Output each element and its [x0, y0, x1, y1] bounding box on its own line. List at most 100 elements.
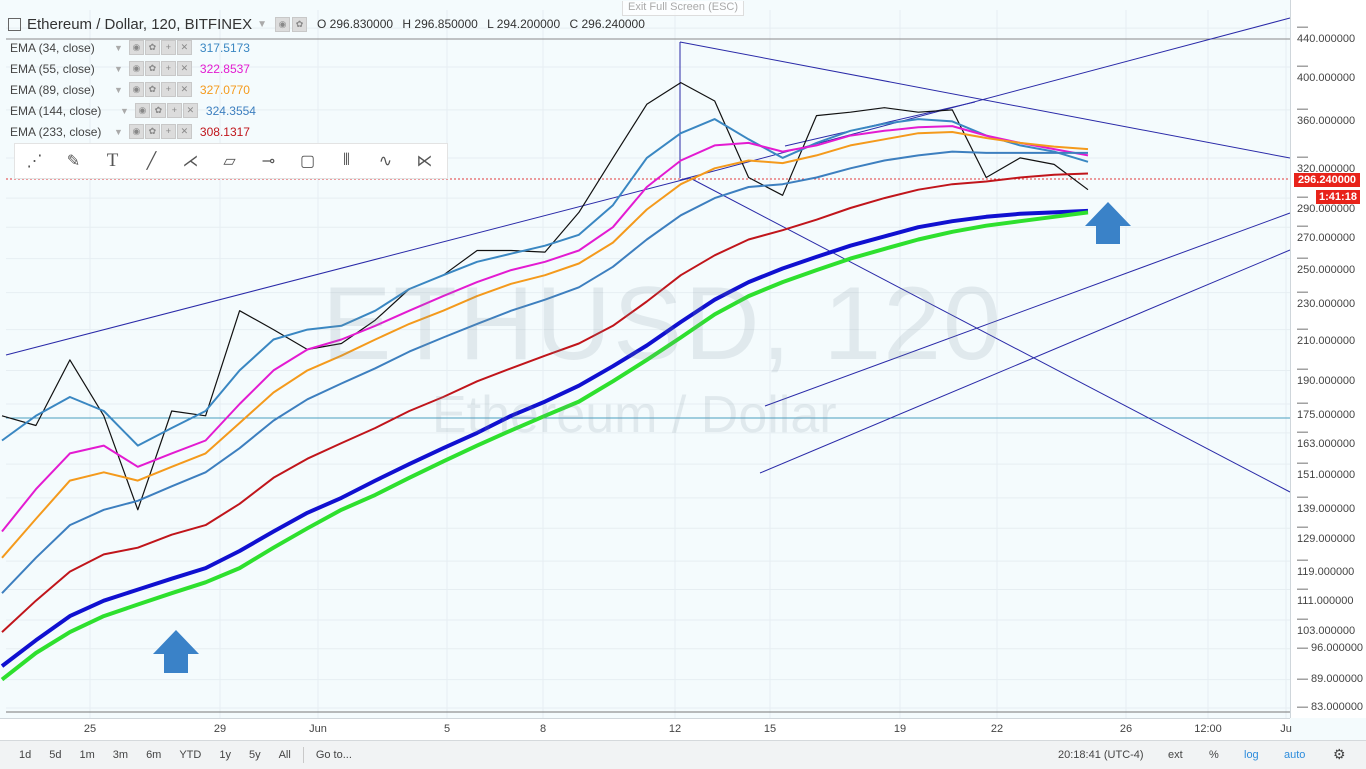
drawing-toolbar: ⋰ ✎ T ╱ ⋌ ▱ ⊸ ▢ ⫴ ∿ ⋉ [14, 143, 448, 179]
current-price-label: 296.240000 [1294, 173, 1360, 187]
rectangle-icon[interactable]: ▢ [299, 153, 316, 170]
more-icon[interactable]: + [166, 103, 182, 118]
timeframe-1m[interactable]: 1m [79, 749, 95, 761]
time-axis[interactable]: 25 29 Jun 5 8 12 15 19 22 26 12:00 Ju [0, 718, 1292, 741]
price-tick-label: — 175.000000 [1297, 396, 1356, 421]
curve-icon[interactable]: ∿ [378, 153, 393, 170]
more-icon[interactable]: + [160, 61, 176, 76]
exit-fullscreen-button[interactable]: Exit Full Screen (ESC) [622, 1, 744, 16]
indicator-value: 308.1317 [199, 124, 250, 139]
high-value: H 296.850000 [402, 17, 478, 31]
close-icon[interactable]: ✕ [176, 82, 192, 97]
indicator-row[interactable]: EMA (34, close) ▼ ◉ ✿ + ✕ 317.5173 [10, 37, 256, 58]
channel-icon[interactable]: ▱ [223, 153, 236, 170]
timeframe-all[interactable]: All [278, 749, 291, 761]
timeframe-1y[interactable]: 1y [219, 749, 231, 761]
ema-line [1, 125, 1089, 533]
price-tick-label: — 270.000000 [1297, 220, 1356, 245]
eye-icon[interactable]: ◉ [134, 103, 150, 118]
pitchfork-icon[interactable]: ⋌ [182, 153, 199, 170]
eye-icon[interactable]: ◉ [128, 82, 144, 97]
drawn-trendlines[interactable] [5, 17, 1291, 493]
watermark-name: Ethereum / Dollar [432, 386, 837, 444]
price-tick-label: — 151.000000 [1297, 457, 1356, 482]
timeframe-ytd[interactable]: YTD [179, 749, 202, 761]
settings-icon[interactable]: ✿ [144, 40, 160, 55]
bar-countdown-label: 1:41:18 [1316, 190, 1360, 204]
timeframe-6m[interactable]: 6m [146, 749, 162, 761]
auto-toggle[interactable]: auto [1284, 749, 1306, 761]
close-icon[interactable]: ✕ [176, 124, 192, 139]
trend-lines-icon[interactable]: ⋰ [26, 153, 43, 170]
indicator-row[interactable]: EMA (144, close) ▼ ◉ ✿ + ✕ 324.3554 [10, 100, 256, 121]
up-arrow-icon [1085, 202, 1131, 244]
eye-icon[interactable]: ◉ [128, 61, 144, 76]
goto-button[interactable]: Go to... [315, 749, 352, 761]
ext-toggle[interactable]: ext [1168, 749, 1183, 761]
more-icon[interactable]: + [160, 40, 176, 55]
chevron-down-icon[interactable]: ▼ [120, 105, 129, 116]
text-icon[interactable]: T [106, 150, 119, 171]
indicator-value: 324.3554 [205, 103, 256, 118]
horizontal-ray-icon[interactable]: ⊸ [261, 153, 276, 170]
annotation-arrows [153, 202, 1131, 673]
indicator-name[interactable]: EMA (233, close) [10, 124, 102, 139]
price-scale[interactable]: — 440.000000 — 400.000000 — 360.000000 — 32… [1290, 0, 1366, 718]
price-tick-label: — 190.000000 [1297, 363, 1356, 388]
price-tick-label: — 139.000000 [1297, 490, 1356, 515]
timeframe-1d[interactable]: 1d [19, 749, 32, 761]
time-tick-label: 19 [893, 723, 907, 735]
settings-icon[interactable]: ✿ [144, 82, 160, 97]
close-value: C 296.240000 [569, 17, 645, 31]
measure-icon[interactable]: ⫴ [343, 152, 350, 169]
settings-icon[interactable]: ✿ [292, 16, 307, 32]
line-icon[interactable]: ╱ [146, 153, 157, 170]
price-tick-label: — 230.000000 [1297, 285, 1356, 310]
indicator-row[interactable]: EMA (55, close) ▼ ◉ ✿ + ✕ 322.8537 [10, 58, 256, 79]
timeframe-5y[interactable]: 5y [248, 749, 261, 761]
chevron-down-icon[interactable]: ▼ [114, 63, 123, 74]
close-icon[interactable]: ✕ [176, 40, 192, 55]
chevron-down-icon[interactable]: ▼ [114, 42, 123, 53]
eye-icon[interactable]: ◉ [128, 40, 144, 55]
percent-toggle[interactable]: % [1209, 749, 1219, 761]
time-tick-label: 26 [1119, 723, 1133, 735]
indicator-name[interactable]: EMA (34, close) [10, 40, 95, 55]
price-tick-label: — 129.000000 [1297, 521, 1356, 546]
price-tick-label: — 163.000000 [1297, 425, 1356, 450]
more-icon[interactable]: + [160, 124, 176, 139]
price-tick-label: — 360.000000 [1297, 102, 1356, 127]
more-icon[interactable]: + [160, 82, 176, 97]
fib-fan-icon[interactable]: ⋉ [416, 153, 433, 170]
chevron-down-icon[interactable]: ▼ [114, 84, 123, 95]
eye-icon[interactable]: ◉ [128, 124, 144, 139]
settings-icon[interactable]: ✿ [150, 103, 166, 118]
collapse-icon[interactable] [8, 17, 21, 31]
indicator-name[interactable]: EMA (89, close) [10, 82, 95, 97]
timeframe-3m[interactable]: 3m [112, 749, 129, 761]
gear-icon[interactable]: ⚙ [1333, 746, 1346, 762]
eye-icon[interactable]: ◉ [275, 16, 290, 32]
close-icon[interactable]: ✕ [182, 103, 198, 118]
ema-line [1, 150, 1088, 594]
time-tick-label: 5 [443, 723, 451, 735]
settings-icon[interactable]: ✿ [144, 124, 160, 139]
indicator-value: 317.5173 [199, 40, 250, 55]
chevron-down-icon[interactable]: ▼ [114, 126, 123, 137]
price-tick-label: — 111.000000 [1297, 582, 1354, 607]
settings-icon[interactable]: ✿ [144, 61, 160, 76]
indicator-row[interactable]: EMA (89, close) ▼ ◉ ✿ + ✕ 327.0770 [10, 79, 256, 100]
indicator-legend: EMA (34, close) ▼ ◉ ✿ + ✕ 317.5173 EMA (55,… [10, 37, 256, 142]
chevron-down-icon[interactable]: ▼ [257, 18, 267, 30]
log-toggle[interactable]: log [1244, 749, 1259, 761]
indicator-row[interactable]: EMA (233, close) ▼ ◉ ✿ + ✕ 308.1317 [10, 121, 256, 142]
close-icon[interactable]: ✕ [176, 61, 192, 76]
brush-icon[interactable]: ✎ [66, 153, 81, 170]
indicator-name[interactable]: EMA (55, close) [10, 61, 95, 76]
time-tick-label: 29 [213, 723, 227, 735]
timeframe-5d[interactable]: 5d [49, 749, 62, 761]
symbol-title[interactable]: Ethereum / Dollar, 120, BITFINEX [27, 15, 253, 33]
time-tick-label: 8 [539, 723, 547, 735]
indicator-name[interactable]: EMA (144, close) [10, 103, 102, 118]
